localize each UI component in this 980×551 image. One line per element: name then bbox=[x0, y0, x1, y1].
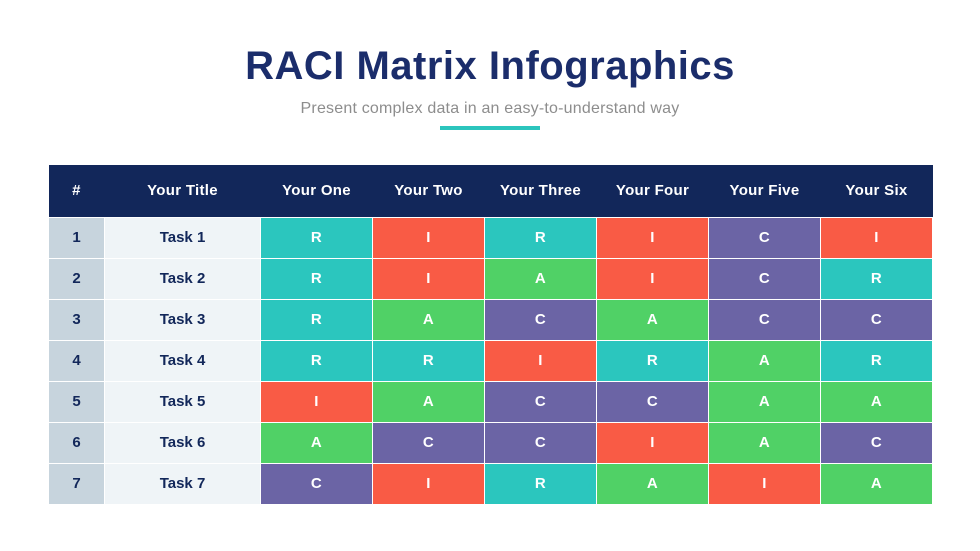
raci-value-cell: I bbox=[596, 257, 709, 300]
raci-value-cell: I bbox=[372, 216, 485, 259]
raci-value-cell: C bbox=[372, 421, 485, 464]
raci-value-cell: A bbox=[372, 380, 485, 423]
raci-value-cell: C bbox=[484, 298, 597, 341]
raci-value-cell: R bbox=[260, 257, 373, 300]
raci-value-cell: C bbox=[484, 380, 597, 423]
row-number-cell: 6 bbox=[48, 421, 105, 464]
header-cell-your-four: Your Four bbox=[596, 165, 709, 217]
raci-value-cell: I bbox=[372, 257, 485, 300]
raci-value-cell: R bbox=[260, 298, 373, 341]
raci-value-cell: R bbox=[372, 339, 485, 382]
task-name-cell: Task 6 bbox=[104, 421, 261, 464]
raci-value-cell: R bbox=[260, 216, 373, 259]
raci-table-container: # Your Title Your One Your Two Your Thre… bbox=[48, 165, 933, 505]
raci-value-cell: I bbox=[484, 339, 597, 382]
row-number-cell: 3 bbox=[48, 298, 105, 341]
raci-value-cell: A bbox=[260, 421, 373, 464]
page-subtitle: Present complex data in an easy-to-under… bbox=[300, 100, 680, 117]
header-cell-your-one: Your One bbox=[260, 165, 373, 217]
raci-value-cell: R bbox=[260, 339, 373, 382]
row-number-cell: 1 bbox=[48, 216, 105, 259]
task-name-cell: Task 5 bbox=[104, 380, 261, 423]
header-cell-your-five: Your Five bbox=[708, 165, 821, 217]
task-name-cell: Task 1 bbox=[104, 216, 261, 259]
raci-value-cell: R bbox=[484, 462, 597, 505]
raci-value-cell: A bbox=[820, 462, 933, 505]
raci-value-cell: A bbox=[484, 257, 597, 300]
header-cell-index: # bbox=[48, 165, 105, 217]
header-cell-your-title: Your Title bbox=[104, 165, 261, 217]
table-header-row: # Your Title Your One Your Two Your Thre… bbox=[48, 165, 933, 217]
raci-value-cell: A bbox=[708, 339, 821, 382]
raci-value-cell: R bbox=[820, 339, 933, 382]
row-number-cell: 7 bbox=[48, 462, 105, 505]
raci-value-cell: A bbox=[596, 298, 709, 341]
raci-value-cell: R bbox=[596, 339, 709, 382]
title-underline-accent bbox=[440, 126, 540, 130]
raci-value-cell: R bbox=[820, 257, 933, 300]
raci-value-cell: A bbox=[596, 462, 709, 505]
row-number-cell: 4 bbox=[48, 339, 105, 382]
raci-value-cell: C bbox=[708, 298, 821, 341]
raci-value-cell: C bbox=[820, 421, 933, 464]
raci-matrix-table: # Your Title Your One Your Two Your Thre… bbox=[48, 165, 933, 505]
raci-value-cell: C bbox=[820, 298, 933, 341]
raci-value-cell: I bbox=[372, 462, 485, 505]
page-title: RACI Matrix Infographics bbox=[245, 44, 735, 88]
raci-value-cell: I bbox=[708, 462, 821, 505]
raci-value-cell: R bbox=[484, 216, 597, 259]
raci-value-cell: I bbox=[820, 216, 933, 259]
raci-value-cell: C bbox=[708, 257, 821, 300]
raci-value-cell: A bbox=[708, 421, 821, 464]
task-name-cell: Task 4 bbox=[104, 339, 261, 382]
raci-value-cell: I bbox=[260, 380, 373, 423]
header-cell-your-two: Your Two bbox=[372, 165, 485, 217]
row-number-cell: 5 bbox=[48, 380, 105, 423]
raci-value-cell: C bbox=[708, 216, 821, 259]
raci-value-cell: I bbox=[596, 216, 709, 259]
header-cell-your-six: Your Six bbox=[820, 165, 933, 217]
raci-value-cell: C bbox=[484, 421, 597, 464]
row-number-cell: 2 bbox=[48, 257, 105, 300]
table-header: # Your Title Your One Your Two Your Thre… bbox=[48, 165, 933, 217]
raci-value-cell: C bbox=[596, 380, 709, 423]
raci-value-cell: I bbox=[596, 421, 709, 464]
header-cell-your-three: Your Three bbox=[484, 165, 597, 217]
task-name-cell: Task 2 bbox=[104, 257, 261, 300]
raci-value-cell: C bbox=[260, 462, 373, 505]
raci-value-cell: A bbox=[820, 380, 933, 423]
raci-value-cell: A bbox=[708, 380, 821, 423]
task-name-cell: Task 7 bbox=[104, 462, 261, 505]
task-name-cell: Task 3 bbox=[104, 298, 261, 341]
raci-value-cell: A bbox=[372, 298, 485, 341]
